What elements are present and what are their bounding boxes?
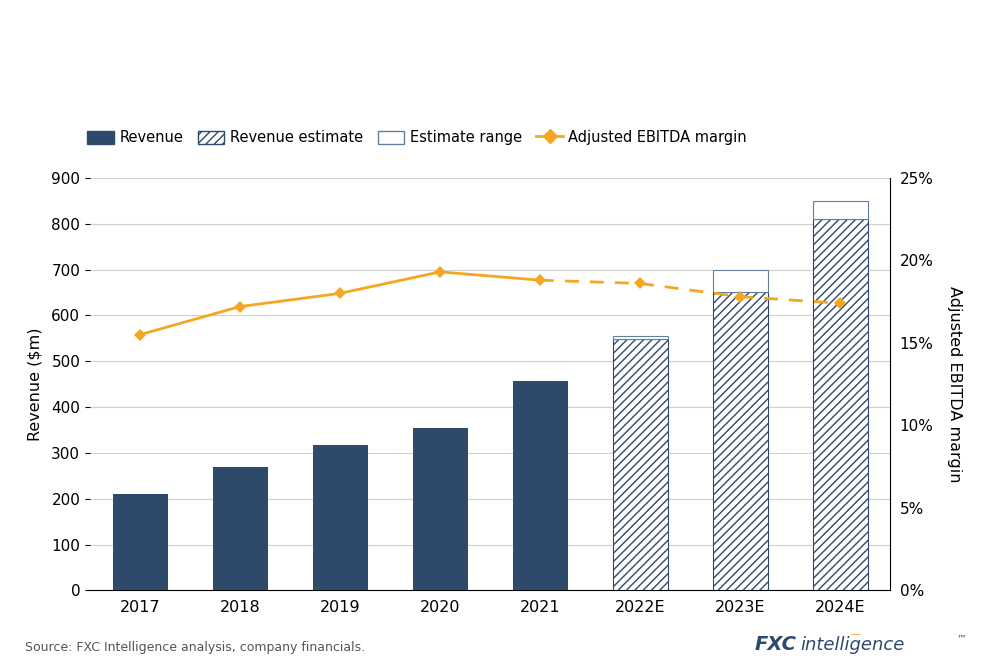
Bar — [512, 381, 568, 590]
Y-axis label: Revenue ($m): Revenue ($m) — [28, 327, 43, 441]
Text: FXC: FXC — [755, 635, 797, 654]
Bar — [812, 201, 868, 219]
Bar — [612, 336, 668, 340]
Bar — [712, 270, 768, 293]
Bar — [612, 340, 668, 590]
Bar — [112, 494, 168, 590]
Text: ™: ™ — [957, 633, 967, 643]
Bar — [812, 219, 868, 590]
Bar — [312, 445, 368, 590]
Bar — [212, 467, 268, 590]
Text: Source: FXC Intelligence analysis, company financials.: Source: FXC Intelligence analysis, compa… — [25, 641, 365, 654]
Y-axis label: Adjusted EBITDA margin: Adjusted EBITDA margin — [947, 286, 962, 482]
Text: intelligence: intelligence — [800, 636, 904, 654]
Bar — [712, 293, 768, 590]
Text: Intermex yearly revenue and EBITDA margin: Intermex yearly revenue and EBITDA margi… — [25, 41, 863, 74]
Bar — [413, 427, 468, 590]
Text: —: — — [850, 629, 860, 639]
Legend: Revenue, Revenue estimate, Estimate range, Adjusted EBITDA margin: Revenue, Revenue estimate, Estimate rang… — [87, 130, 747, 145]
